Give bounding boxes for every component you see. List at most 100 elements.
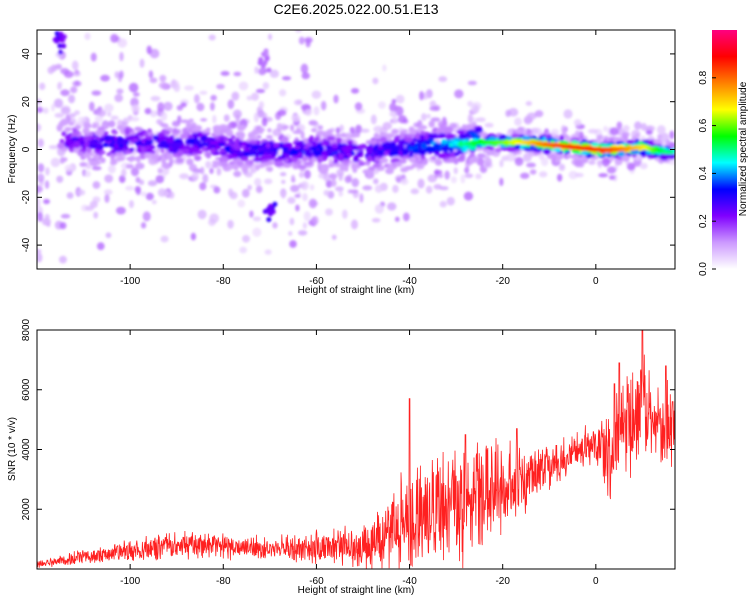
heatmap-cell bbox=[453, 158, 459, 165]
heatmap-cell bbox=[194, 138, 200, 144]
heatmap-cell bbox=[227, 99, 235, 110]
heatmap-cell bbox=[188, 163, 198, 172]
heatmap-cell bbox=[482, 148, 489, 153]
heatmap-cell bbox=[443, 126, 454, 134]
heatmap-cell bbox=[362, 169, 373, 175]
heatmap-cell bbox=[400, 167, 409, 173]
heatmap-cell bbox=[366, 147, 373, 155]
heatmap-cell bbox=[261, 117, 268, 127]
heatmap-cell bbox=[328, 173, 338, 180]
heatmap-cell bbox=[208, 34, 216, 41]
x-tick-label: -60 bbox=[309, 276, 324, 287]
heatmap-cell bbox=[267, 33, 273, 41]
heatmap-cell bbox=[188, 118, 194, 123]
heatmap-cell bbox=[385, 133, 395, 139]
heatmap-cell bbox=[597, 160, 603, 169]
heatmap-feature bbox=[58, 49, 64, 55]
heatmap-cell bbox=[87, 156, 92, 162]
heatmap-cell bbox=[108, 120, 116, 128]
heatmap-cell bbox=[282, 125, 289, 130]
heatmap-cell bbox=[124, 150, 131, 155]
heatmap-cell bbox=[82, 136, 92, 141]
heatmap-cell bbox=[389, 110, 398, 117]
heatmap-cell bbox=[64, 164, 74, 172]
heatmap-cell bbox=[506, 153, 516, 162]
heatmap-cell bbox=[77, 189, 86, 196]
colorbar-gradient bbox=[712, 30, 737, 269]
heatmap-cell bbox=[60, 118, 69, 126]
heatmap-cell bbox=[287, 196, 296, 204]
heatmap-cell bbox=[123, 143, 129, 150]
heatmap-cell bbox=[522, 153, 532, 163]
heatmap-cell bbox=[294, 193, 301, 198]
heatmap-cell bbox=[347, 140, 354, 145]
heatmap-cell bbox=[437, 153, 442, 158]
heatmap-cell bbox=[340, 139, 349, 144]
heatmap-cell bbox=[39, 82, 46, 91]
heatmap-cell bbox=[340, 147, 347, 151]
heatmap-cell bbox=[473, 133, 480, 138]
heatmap-cell bbox=[197, 209, 207, 220]
heatmap-cell bbox=[144, 107, 152, 115]
heatmap-cell bbox=[394, 161, 402, 167]
heatmap-cell bbox=[427, 174, 437, 183]
heatmap-cell bbox=[320, 100, 327, 111]
heatmap-cell bbox=[667, 154, 675, 160]
heatmap-feature bbox=[266, 67, 272, 73]
heatmap-cell bbox=[330, 179, 337, 187]
heatmap-feature bbox=[262, 60, 268, 66]
heatmap-cell bbox=[292, 130, 303, 134]
heatmap-cell bbox=[295, 204, 300, 212]
heatmap-cell bbox=[84, 155, 90, 159]
heatmap-cell bbox=[44, 213, 50, 221]
heatmap-cell bbox=[257, 147, 263, 152]
heatmap-cell bbox=[453, 167, 458, 175]
heatmap-cell bbox=[529, 144, 535, 150]
heatmap-cell bbox=[254, 66, 259, 74]
heatmap-cell bbox=[262, 82, 270, 90]
x-tick-label: -20 bbox=[495, 276, 510, 287]
heatmap-cell bbox=[147, 137, 152, 141]
heatmap-cell bbox=[319, 163, 330, 170]
heatmap-cell bbox=[104, 194, 110, 203]
heatmap-feature bbox=[61, 34, 67, 40]
heatmap-cell bbox=[366, 155, 373, 163]
heatmap-cell bbox=[280, 136, 289, 143]
heatmap-cell bbox=[464, 166, 470, 174]
heatmap-cell bbox=[474, 127, 483, 134]
heatmap-cell bbox=[460, 174, 466, 184]
heatmap-cell bbox=[121, 168, 127, 177]
heatmap-cell bbox=[202, 173, 209, 184]
heatmap-cell bbox=[426, 113, 431, 119]
heatmap-cell bbox=[328, 157, 333, 164]
heatmap-feature bbox=[262, 68, 268, 74]
heatmap-cell bbox=[97, 127, 105, 131]
heatmap-cell bbox=[473, 104, 480, 114]
heatmap-cell bbox=[209, 102, 215, 111]
heatmap-cell bbox=[281, 179, 286, 185]
y-tick-label: 20 bbox=[21, 96, 32, 108]
heatmap-cell bbox=[323, 172, 330, 182]
heatmap-cell bbox=[77, 151, 84, 157]
heatmap-cell bbox=[289, 124, 295, 132]
colorbar-tick-label: 0.4 bbox=[698, 166, 709, 180]
heatmap-cell bbox=[408, 126, 415, 133]
heatmap-cell bbox=[438, 76, 448, 83]
heatmap-cell bbox=[342, 158, 351, 163]
heatmap-cell bbox=[514, 157, 524, 166]
heatmap-cell bbox=[331, 234, 337, 240]
heatmap-cell bbox=[293, 99, 303, 106]
heatmap-cell bbox=[128, 200, 135, 209]
y-tick-label: 8000 bbox=[21, 318, 32, 341]
heatmap-cell bbox=[100, 74, 110, 82]
heatmap-cell bbox=[313, 137, 320, 142]
heatmap-cell bbox=[223, 137, 229, 142]
heatmap-cell bbox=[568, 170, 578, 180]
heatmap-cell bbox=[335, 127, 341, 134]
chart-title: C2E6.2025.022.00.51.E13 bbox=[273, 1, 438, 17]
heatmap-cell bbox=[88, 101, 95, 112]
heatmap-cell bbox=[119, 51, 124, 62]
heatmap-cell bbox=[57, 142, 65, 149]
snr-plot-area bbox=[37, 330, 675, 569]
